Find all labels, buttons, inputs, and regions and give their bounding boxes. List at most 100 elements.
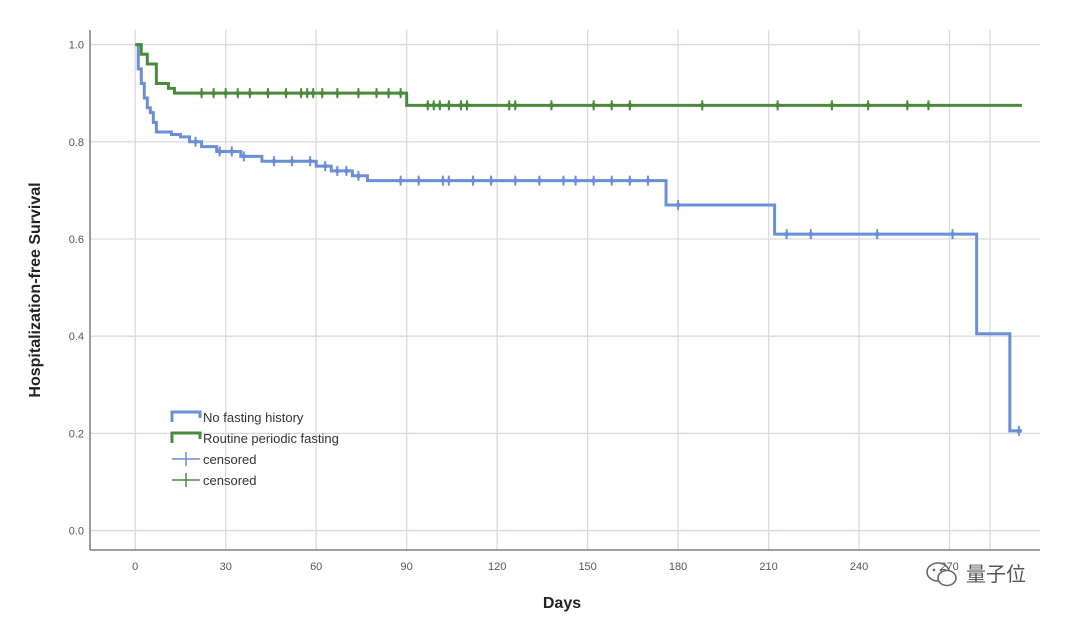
- censor-mark: [386, 88, 391, 99]
- x-tick-label: 150: [578, 561, 596, 573]
- censor-mark: [334, 165, 340, 176]
- axes: [89, 30, 1040, 551]
- censor-mark: [319, 88, 325, 99]
- censor-mark: [549, 100, 554, 111]
- y-tick-label: 0.6: [69, 234, 84, 246]
- censor-mark: [464, 100, 470, 111]
- censor-mark: [356, 170, 361, 181]
- tick-labels: 0 30 60 90 120 150 180 210 240 2700.00.20.40.60.8…: [69, 40, 959, 573]
- censor-mark: [609, 175, 615, 186]
- censor-mark: [950, 229, 955, 240]
- censor-mark: [356, 88, 361, 99]
- censor-mark: [775, 100, 781, 111]
- censor-mark: [298, 88, 304, 99]
- censor-mark: [283, 88, 289, 99]
- y-axis-title: Hospitalization-free Survival: [27, 182, 44, 397]
- censor-marks: [193, 88, 1022, 436]
- censor-mark: [271, 156, 277, 167]
- censor-mark: [904, 100, 910, 111]
- censor-mark: [874, 229, 880, 240]
- censor-mark: [265, 88, 271, 99]
- grid: [90, 30, 1040, 550]
- watermark-text: 量子位: [966, 562, 1026, 586]
- censor-mark: [217, 146, 223, 157]
- legend-swatch-line: [170, 431, 202, 443]
- legend-item-4: censored: [172, 473, 256, 488]
- legend-label: Routine periodic fasting: [203, 431, 339, 446]
- censor-mark: [431, 100, 437, 111]
- legend-item-2: Routine periodic fasting: [170, 431, 339, 446]
- y-tick-label: 0.8: [69, 137, 84, 149]
- censor-mark: [1016, 425, 1022, 436]
- censor-mark: [675, 199, 681, 210]
- series-line-1: [135, 43, 1022, 433]
- censor-mark: [437, 100, 443, 111]
- x-tick-label: 60: [310, 561, 322, 573]
- censor-mark: [247, 88, 253, 99]
- x-tick-label: 120: [488, 561, 506, 573]
- censor-mark: [536, 175, 542, 186]
- censor-mark: [440, 175, 446, 186]
- wechat-icon: [926, 562, 957, 587]
- censor-mark: [229, 146, 235, 157]
- legend-item-1: No fasting history: [170, 410, 304, 425]
- censor-mark: [223, 88, 229, 99]
- x-tick-label: 90: [401, 561, 413, 573]
- censor-mark: [334, 88, 340, 99]
- censor-mark: [425, 100, 431, 111]
- censor-mark: [374, 88, 379, 99]
- series-lines: [135, 43, 1022, 433]
- x-tick-label: 180: [669, 561, 687, 573]
- censor-mark: [926, 100, 931, 111]
- y-tick-label: 0.0: [69, 526, 84, 538]
- legend-swatch-line: [170, 410, 202, 422]
- censor-mark: [829, 100, 835, 111]
- censor-mark: [343, 165, 349, 176]
- censor-mark: [211, 88, 217, 99]
- censor-mark: [289, 156, 295, 167]
- censor-mark: [241, 151, 247, 162]
- censor-mark: [627, 100, 633, 111]
- x-tick-label: 0: [132, 561, 138, 573]
- legend-item-3: censored: [172, 452, 256, 467]
- y-tick-label: 0.2: [69, 428, 84, 440]
- censor-mark: [398, 88, 404, 99]
- censor-mark: [808, 229, 814, 240]
- censor-mark: [193, 136, 198, 147]
- censor-mark: [591, 100, 597, 111]
- y-tick-label: 1.0: [69, 40, 84, 52]
- series-line-2: [135, 43, 1022, 107]
- censor-mark: [488, 175, 494, 186]
- censor-mark: [322, 161, 328, 172]
- legend-label: censored: [203, 452, 256, 467]
- censor-mark: [446, 175, 452, 186]
- x-tick-label: 30: [220, 561, 232, 573]
- censor-mark: [446, 100, 452, 111]
- censor-mark: [235, 88, 241, 99]
- censor-mark: [304, 88, 310, 99]
- censor-mark: [573, 175, 578, 186]
- legend-label: censored: [203, 473, 256, 488]
- censor-mark: [561, 175, 566, 186]
- censor-mark: [506, 100, 512, 111]
- censor-mark: [784, 229, 790, 240]
- censor-mark: [627, 175, 633, 186]
- legend: No fasting history Routine periodic fasti…: [170, 410, 339, 488]
- x-axis-title: Days: [543, 595, 581, 612]
- censor-mark: [512, 175, 518, 186]
- censor-mark: [591, 175, 597, 186]
- censor-mark: [470, 175, 476, 186]
- censor-mark: [199, 88, 204, 99]
- censor-mark: [865, 100, 871, 111]
- censor-mark: [307, 156, 313, 167]
- watermark: 量子位: [926, 562, 1026, 587]
- censor-mark: [416, 175, 422, 186]
- y-tick-label: 0.4: [69, 331, 84, 343]
- x-tick-label: 240: [850, 561, 868, 573]
- censor-mark: [310, 88, 316, 99]
- censor-mark: [699, 100, 705, 111]
- censor-mark: [512, 100, 518, 111]
- censor-mark: [458, 100, 464, 111]
